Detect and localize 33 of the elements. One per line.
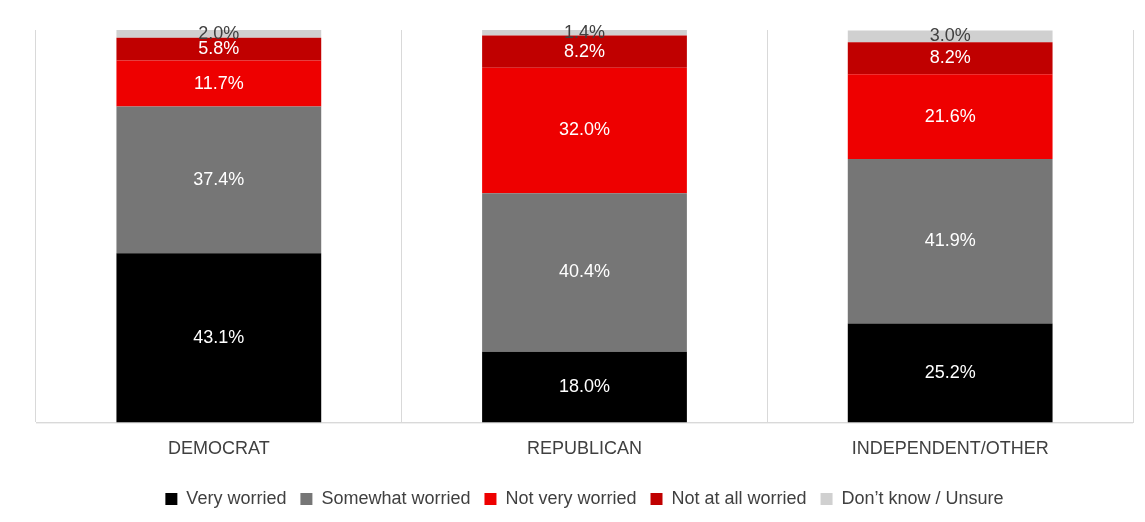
data-label: 32.0%	[558, 119, 611, 140]
data-label: 11.7%	[193, 72, 244, 93]
data-label: 41.9%	[924, 230, 976, 251]
data-label: 43.1%	[193, 326, 245, 347]
bar	[847, 30, 1053, 43]
bar	[847, 74, 1053, 160]
data-label: 40.4%	[558, 261, 611, 282]
legend-label: Very worried	[186, 487, 287, 508]
legend-label: Somewhat worried	[321, 487, 471, 508]
bar	[116, 253, 322, 423]
data-label: 8.2%	[929, 47, 971, 68]
bar	[847, 159, 1053, 324]
bar	[482, 67, 687, 194]
x-tick-label: INDEPENDENT/OTHER	[851, 438, 1049, 459]
legend-label: Don’t know / Unsure	[841, 487, 1004, 508]
legend-label: Not very worried	[505, 487, 637, 508]
x-tick-label: DEMOCRAT	[168, 438, 270, 459]
data-label: 21.6%	[924, 105, 976, 126]
data-label: 8.2%	[563, 40, 606, 61]
bar	[482, 351, 687, 423]
x-tick-label: REPUBLICAN	[526, 438, 643, 459]
data-label: 3.0%	[929, 25, 971, 46]
bar	[116, 106, 322, 254]
bar	[847, 42, 1053, 75]
bar	[116, 60, 322, 107]
legend-label: Not at all worried	[671, 487, 807, 508]
data-label: 37.4%	[193, 168, 245, 189]
bar	[482, 193, 687, 352]
bar	[116, 37, 322, 61]
data-label: 18.0%	[558, 376, 611, 397]
bar	[847, 323, 1053, 423]
data-label: 5.8%	[198, 38, 240, 59]
data-label: 25.2%	[924, 361, 976, 382]
